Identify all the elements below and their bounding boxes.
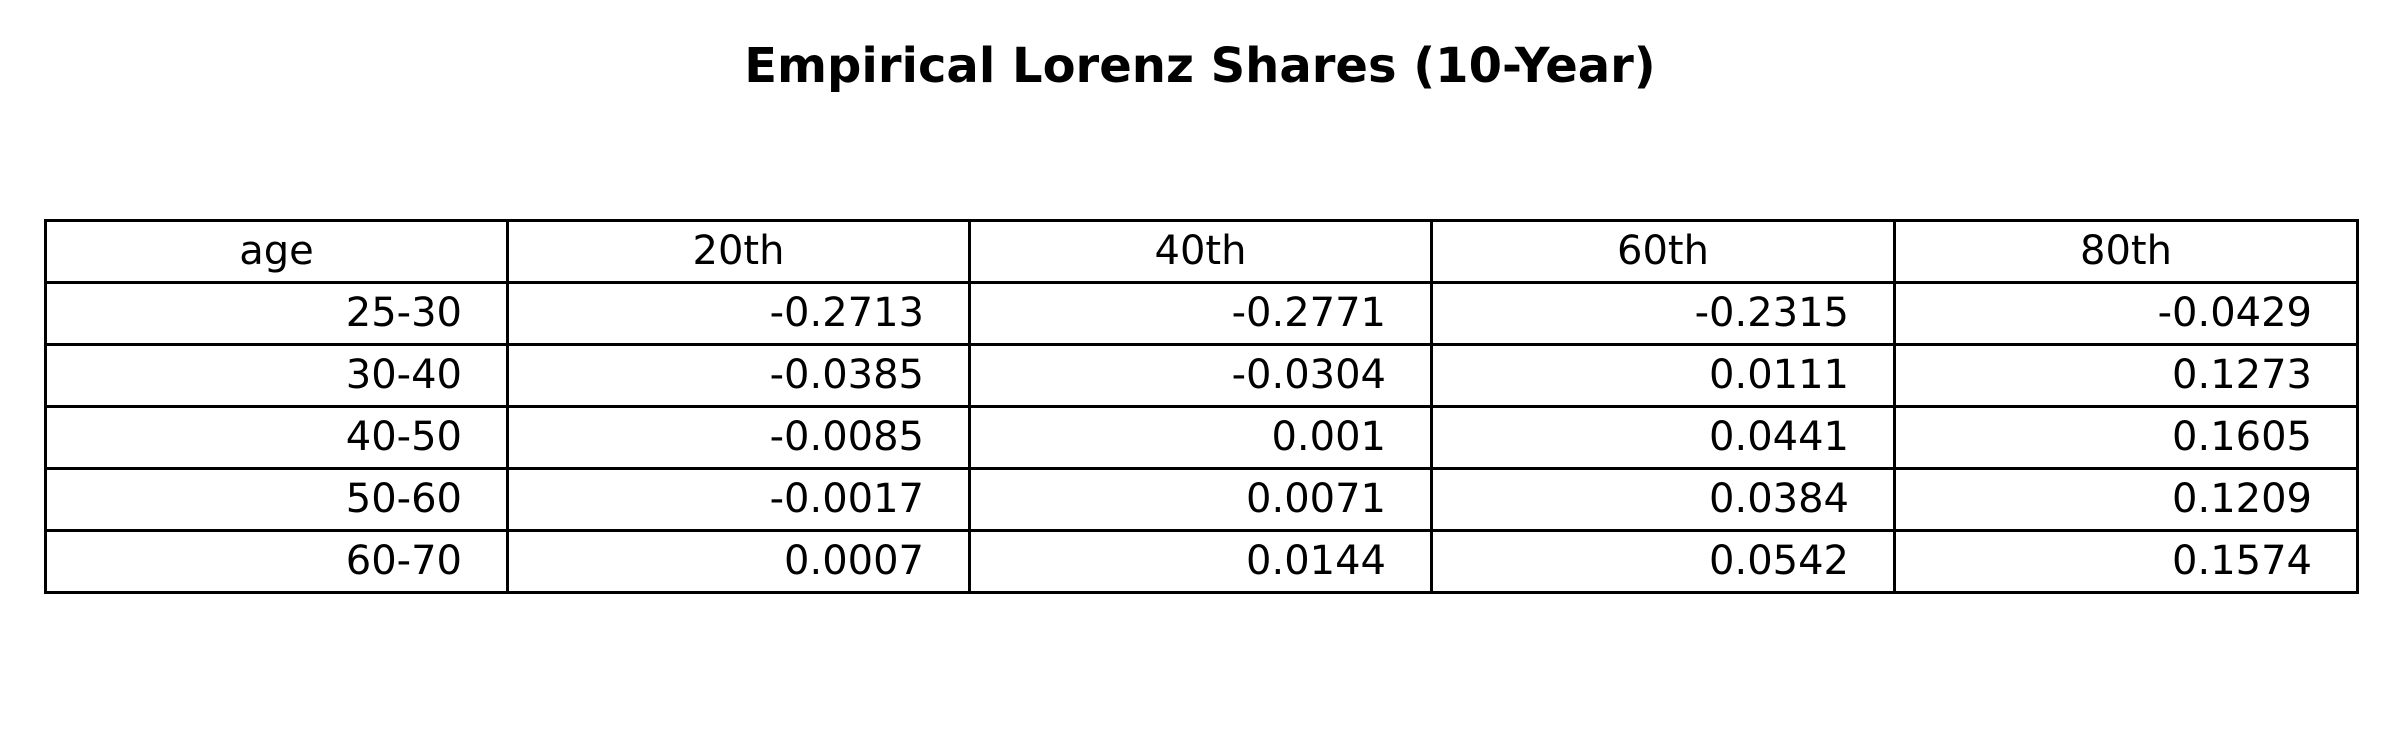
table-cell: 0.0542 — [1430, 529, 1896, 594]
table-cell: -0.2713 — [506, 281, 971, 346]
data-table: age 20th 40th 60th 80th 25-30 -0.2713 -0… — [44, 219, 2359, 594]
table-cell: 0.0111 — [1430, 343, 1896, 408]
age-cell: 25-30 — [44, 281, 509, 346]
table-cell: 0.0144 — [968, 529, 1433, 594]
table-cell: -0.0085 — [506, 405, 971, 470]
column-header-60th: 60th — [1430, 219, 1896, 284]
table-cell: -0.2315 — [1430, 281, 1896, 346]
column-header-20th: 20th — [506, 219, 971, 284]
table-cell: -0.0385 — [506, 343, 971, 408]
table-cell: 0.1273 — [1893, 343, 2359, 408]
table-cell: -0.0304 — [968, 343, 1433, 408]
table-row: 25-30 -0.2713 -0.2771 -0.2315 -0.0429 — [44, 281, 2359, 346]
table-cell: 0.0007 — [506, 529, 971, 594]
table-cell: 0.1574 — [1893, 529, 2359, 594]
age-cell: 40-50 — [44, 405, 509, 470]
table-cell: 0.0441 — [1430, 405, 1896, 470]
table-row: 30-40 -0.0385 -0.0304 0.0111 0.1273 — [44, 343, 2359, 408]
table-cell: 0.0071 — [968, 467, 1433, 532]
table-cell: -0.2771 — [968, 281, 1433, 346]
table-cell: -0.0429 — [1893, 281, 2359, 346]
age-cell: 60-70 — [44, 529, 509, 594]
column-header-40th: 40th — [968, 219, 1433, 284]
table-cell: 0.001 — [968, 405, 1433, 470]
table-cell: -0.0017 — [506, 467, 971, 532]
table-row: 50-60 -0.0017 0.0071 0.0384 0.1209 — [44, 467, 2359, 532]
column-header-80th: 80th — [1893, 219, 2359, 284]
table-cell: 0.0384 — [1430, 467, 1896, 532]
table-cell: 0.1605 — [1893, 405, 2359, 470]
age-cell: 30-40 — [44, 343, 509, 408]
chart-title: Empirical Lorenz Shares (10-Year) — [744, 38, 1656, 94]
column-header-age: age — [44, 219, 509, 284]
header-row: age 20th 40th 60th 80th — [44, 219, 2359, 284]
table-row: 60-70 0.0007 0.0144 0.0542 0.1574 — [44, 529, 2359, 594]
table-cell: 0.1209 — [1893, 467, 2359, 532]
table-row: 40-50 -0.0085 0.001 0.0441 0.1605 — [44, 405, 2359, 470]
age-cell: 50-60 — [44, 467, 509, 532]
